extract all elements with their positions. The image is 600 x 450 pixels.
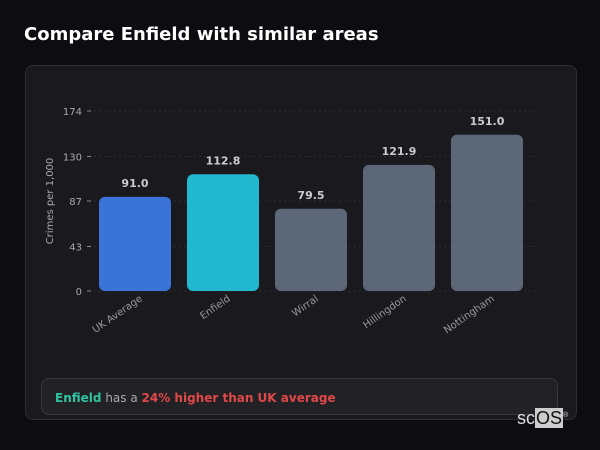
bar-uk-average: [99, 196, 171, 291]
y-tick-label: 87: [69, 197, 82, 208]
x-tick-label: Hillingdon: [361, 293, 408, 331]
bar-enfield: [187, 174, 259, 291]
area-name: Enfield: [55, 391, 102, 405]
value-label: 79.5: [297, 189, 324, 202]
scos-logo: scOS®: [517, 408, 569, 428]
summary-text: has a: [105, 391, 138, 405]
page-title: Compare Enfield with similar areas: [24, 24, 379, 45]
bar-wirral: [275, 208, 347, 291]
value-label: 151.0: [470, 115, 505, 128]
value-label: 91.0: [121, 177, 148, 190]
value-label: 121.9: [382, 145, 417, 158]
bar-hillingdon: [363, 164, 435, 291]
x-tick-label: Nottingham: [442, 293, 497, 336]
x-tick-label: Wirral: [290, 293, 320, 319]
y-tick-label: 130: [63, 153, 82, 164]
x-tick-label: UK Average: [91, 293, 145, 335]
bar-nottingham: [451, 134, 523, 291]
y-tick-label: 43: [69, 243, 82, 254]
x-tick-label: Enfield: [198, 293, 232, 322]
y-tick-label: 174: [63, 107, 82, 118]
y-axis-label: Crimes per 1,000: [45, 158, 56, 245]
comparison-value: 24% higher than UK average: [141, 391, 336, 405]
value-label: 112.8: [206, 154, 241, 167]
comparison-summary: Enfield has a 24% higher than UK average: [41, 378, 558, 415]
y-tick-label: 0: [76, 287, 82, 298]
